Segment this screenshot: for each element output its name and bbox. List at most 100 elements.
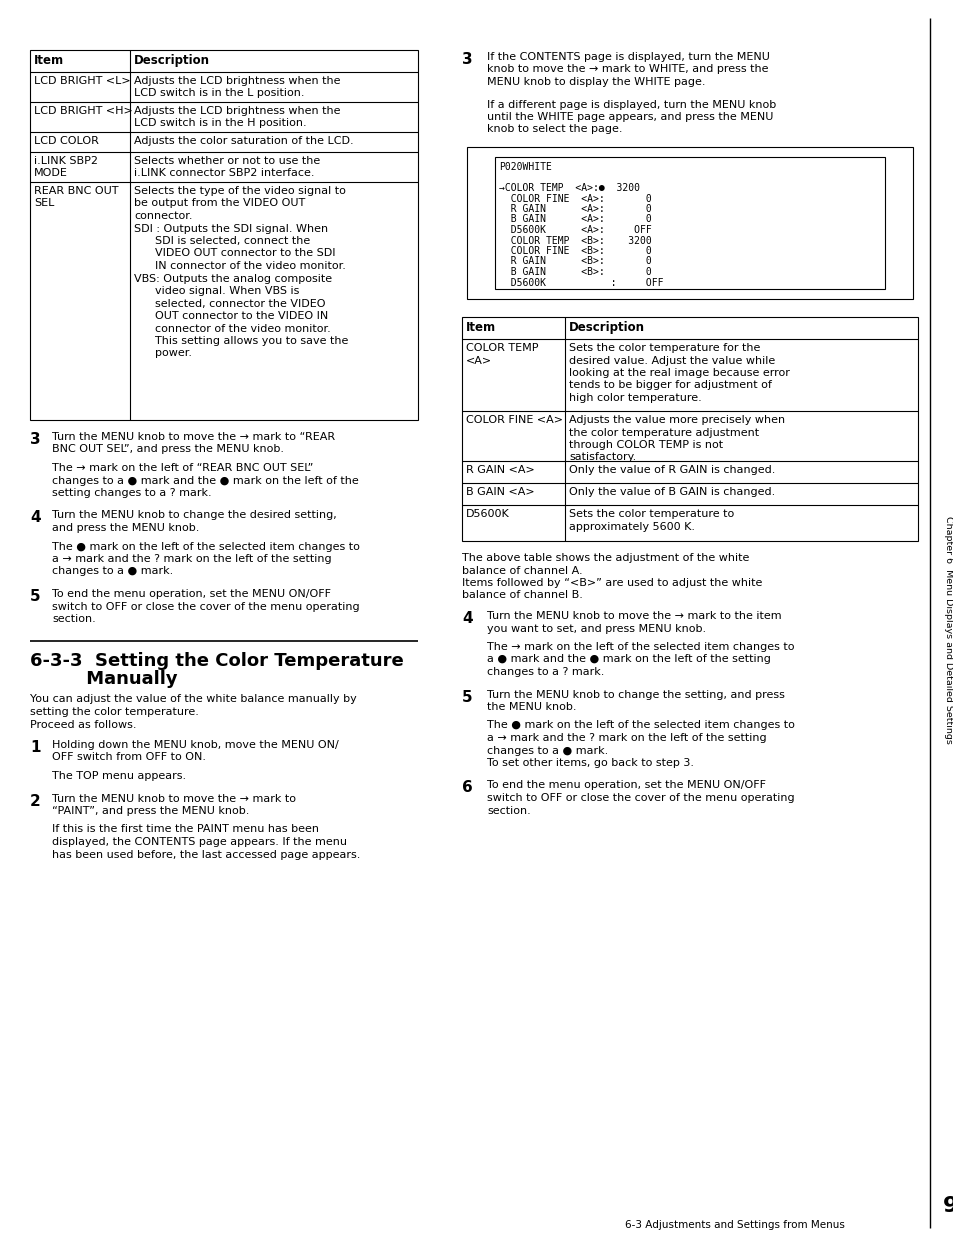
Text: The → mark on the left of “REAR BNC OUT SEL”: The → mark on the left of “REAR BNC OUT … (52, 463, 313, 473)
Text: BNC OUT SEL”, and press the MENU knob.: BNC OUT SEL”, and press the MENU knob. (52, 444, 284, 454)
Text: i.LINK SBP2: i.LINK SBP2 (34, 156, 98, 165)
Text: SDI : Outputs the SDI signal. When: SDI : Outputs the SDI signal. When (133, 224, 328, 234)
Text: Item: Item (465, 321, 496, 333)
Text: high color temperature.: high color temperature. (568, 393, 701, 403)
Text: To end the menu operation, set the MENU ON/OFF: To end the menu operation, set the MENU … (486, 780, 765, 790)
Text: 95: 95 (942, 1195, 953, 1215)
Text: knob to select the page.: knob to select the page. (486, 124, 622, 134)
Text: COLOR TEMP: COLOR TEMP (465, 343, 537, 353)
Bar (461, 317, 917, 541)
Text: desired value. Adjust the value while: desired value. Adjust the value while (568, 356, 775, 366)
Text: connector of the video monitor.: connector of the video monitor. (133, 323, 331, 333)
Text: D5600K      <A>:     OFF: D5600K <A>: OFF (498, 225, 651, 235)
Text: The TOP menu appears.: The TOP menu appears. (52, 771, 186, 781)
Text: The ● mark on the left of the selected item changes to: The ● mark on the left of the selected i… (52, 541, 359, 551)
Text: changes to a ? mark.: changes to a ? mark. (486, 667, 604, 677)
Bar (467, 147, 912, 299)
Text: SDI is selected, connect the: SDI is selected, connect the (133, 236, 310, 246)
Text: Proceed as follows.: Proceed as follows. (30, 719, 136, 729)
Text: a → mark and the ? mark on the left of the setting: a → mark and the ? mark on the left of t… (486, 733, 766, 743)
Text: COLOR FINE  <B>:       0: COLOR FINE <B>: 0 (498, 246, 651, 256)
Bar (30, 50, 417, 420)
Text: you want to set, and press MENU knob.: you want to set, and press MENU knob. (486, 623, 705, 633)
Bar (495, 157, 884, 289)
Text: 2: 2 (30, 794, 41, 809)
Text: setting the color temperature.: setting the color temperature. (30, 707, 198, 717)
Text: Adjusts the LCD brightness when the: Adjusts the LCD brightness when the (133, 76, 340, 86)
Text: Adjusts the value more precisely when: Adjusts the value more precisely when (568, 415, 784, 425)
Text: Selects whether or not to use the: Selects whether or not to use the (133, 156, 320, 165)
Text: R GAIN <A>: R GAIN <A> (465, 465, 535, 475)
Text: 4: 4 (30, 510, 41, 525)
Text: D5600K           :     OFF: D5600K : OFF (498, 277, 662, 287)
Text: 4: 4 (461, 611, 472, 626)
Text: knob to move the → mark to WHITE, and press the: knob to move the → mark to WHITE, and pr… (486, 65, 768, 75)
Text: 6-3 Adjustments and Settings from Menus: 6-3 Adjustments and Settings from Menus (624, 1220, 844, 1230)
Text: changes to a ● mark.: changes to a ● mark. (52, 566, 173, 576)
Text: Manually: Manually (30, 671, 177, 688)
Text: To end the menu operation, set the MENU ON/OFF: To end the menu operation, set the MENU … (52, 588, 331, 600)
Text: The ● mark on the left of the selected item changes to: The ● mark on the left of the selected i… (486, 720, 794, 730)
Text: looking at the real image because error: looking at the real image because error (568, 368, 789, 378)
Text: tends to be bigger for adjustment of: tends to be bigger for adjustment of (568, 381, 771, 391)
Text: MENU knob to display the WHITE page.: MENU knob to display the WHITE page. (486, 77, 705, 87)
Text: 6: 6 (461, 780, 473, 795)
Text: Turn the MENU knob to move the → mark to the item: Turn the MENU knob to move the → mark to… (486, 611, 781, 621)
Text: the color temperature adjustment: the color temperature adjustment (568, 428, 759, 438)
Text: COLOR TEMP  <B>:    3200: COLOR TEMP <B>: 3200 (498, 235, 651, 245)
Text: Holding down the MENU knob, move the MENU ON/: Holding down the MENU knob, move the MEN… (52, 740, 338, 750)
Text: R GAIN      <B>:       0: R GAIN <B>: 0 (498, 256, 651, 266)
Text: 1: 1 (30, 740, 40, 755)
Text: OUT connector to the VIDEO IN: OUT connector to the VIDEO IN (133, 311, 328, 321)
Text: LCD switch is in the H position.: LCD switch is in the H position. (133, 118, 306, 128)
Text: Chapter 6  Menu Displays and Detailed Settings: Chapter 6 Menu Displays and Detailed Set… (943, 516, 952, 744)
Text: LCD switch is in the L position.: LCD switch is in the L position. (133, 88, 304, 98)
Text: COLOR FINE <A>: COLOR FINE <A> (465, 415, 562, 425)
Text: Sets the color temperature to: Sets the color temperature to (568, 509, 734, 519)
Text: Only the value of B GAIN is changed.: Only the value of B GAIN is changed. (568, 486, 775, 498)
Text: VIDEO OUT connector to the SDI: VIDEO OUT connector to the SDI (133, 249, 335, 259)
Text: balance of channel A.: balance of channel A. (461, 566, 582, 576)
Text: Item: Item (34, 53, 64, 67)
Text: The → mark on the left of the selected item changes to: The → mark on the left of the selected i… (486, 642, 794, 652)
Text: switch to OFF or close the cover of the menu operating: switch to OFF or close the cover of the … (486, 792, 794, 802)
Text: D5600K: D5600K (465, 509, 509, 519)
Text: B GAIN      <A>:       0: B GAIN <A>: 0 (498, 214, 651, 224)
Text: Description: Description (568, 321, 644, 333)
Text: <A>: <A> (465, 356, 492, 366)
Text: P020WHITE: P020WHITE (498, 162, 551, 172)
Text: B GAIN      <B>:       0: B GAIN <B>: 0 (498, 267, 651, 277)
Text: LCD BRIGHT <H>: LCD BRIGHT <H> (34, 106, 132, 116)
Text: Adjusts the LCD brightness when the: Adjusts the LCD brightness when the (133, 106, 340, 116)
Text: B GAIN <A>: B GAIN <A> (465, 486, 534, 498)
Text: connector.: connector. (133, 211, 193, 221)
Text: If this is the first time the PAINT menu has been: If this is the first time the PAINT menu… (52, 825, 318, 835)
Text: 3: 3 (461, 52, 472, 67)
Text: If the CONTENTS page is displayed, turn the MENU: If the CONTENTS page is displayed, turn … (486, 52, 769, 62)
Text: →COLOR TEMP  <A>:●  3200: →COLOR TEMP <A>:● 3200 (498, 183, 639, 193)
Text: through COLOR TEMP is not: through COLOR TEMP is not (568, 440, 722, 450)
Text: i.LINK connector SBP2 interface.: i.LINK connector SBP2 interface. (133, 168, 314, 178)
Text: LCD COLOR: LCD COLOR (34, 136, 99, 146)
Text: VBS: Outputs the analog composite: VBS: Outputs the analog composite (133, 274, 332, 284)
Text: The above table shows the adjustment of the white: The above table shows the adjustment of … (461, 554, 749, 564)
Text: switch to OFF or close the cover of the menu operating: switch to OFF or close the cover of the … (52, 602, 359, 612)
Text: You can adjust the value of the white balance manually by: You can adjust the value of the white ba… (30, 694, 356, 704)
Text: satisfactory.: satisfactory. (568, 453, 636, 463)
Text: 5: 5 (30, 588, 41, 605)
Text: COLOR FINE  <A>:       0: COLOR FINE <A>: 0 (498, 194, 651, 204)
Text: section.: section. (486, 806, 530, 816)
Text: Selects the type of the video signal to: Selects the type of the video signal to (133, 187, 346, 197)
Text: displayed, the CONTENTS page appears. If the menu: displayed, the CONTENTS page appears. If… (52, 837, 347, 847)
Text: has been used before, the last accessed page appears.: has been used before, the last accessed … (52, 850, 360, 860)
Text: “PAINT”, and press the MENU knob.: “PAINT”, and press the MENU knob. (52, 806, 249, 816)
Text: changes to a ● mark and the ● mark on the left of the: changes to a ● mark and the ● mark on th… (52, 475, 358, 485)
Text: the MENU knob.: the MENU knob. (486, 702, 576, 712)
Text: If a different page is displayed, turn the MENU knob: If a different page is displayed, turn t… (486, 100, 776, 109)
Text: Turn the MENU knob to change the setting, and press: Turn the MENU knob to change the setting… (486, 689, 784, 699)
Text: 6-3-3  Setting the Color Temperature: 6-3-3 Setting the Color Temperature (30, 653, 403, 671)
Text: approximately 5600 K.: approximately 5600 K. (568, 521, 695, 531)
Text: Turn the MENU knob to move the → mark to: Turn the MENU knob to move the → mark to (52, 794, 295, 804)
Text: be output from the VIDEO OUT: be output from the VIDEO OUT (133, 199, 305, 209)
Text: power.: power. (133, 348, 192, 358)
